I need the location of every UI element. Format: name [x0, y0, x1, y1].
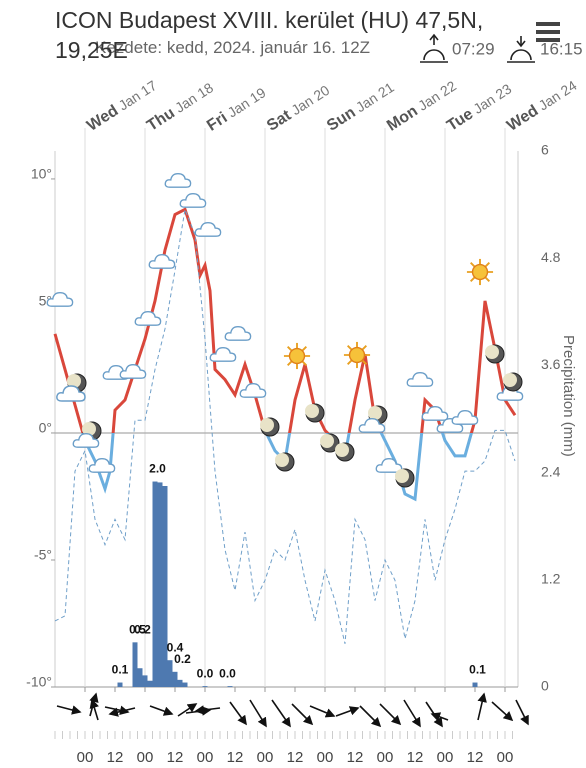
precip-bar [142, 675, 148, 687]
day-name: Thu [144, 105, 178, 135]
menu-icon[interactable] [536, 22, 560, 42]
day-label: WedJan 24 [504, 77, 580, 135]
day-name: Sun [324, 104, 359, 135]
day-label: SunJan 21 [324, 79, 398, 135]
dew-point-line [54, 207, 516, 644]
title: ICON Budapest XVIII. kerület (HU) 47,5N,… [55, 7, 484, 63]
x-tick-label: 12 [167, 749, 184, 766]
day-date: Jan 23 [470, 80, 514, 116]
precip-label: 0.0 [197, 666, 214, 680]
x-tick-label: 00 [497, 749, 514, 766]
y2-tick-label: 1.2 [541, 571, 561, 587]
precip-bar [137, 668, 143, 687]
x-tick-label: 00 [317, 749, 334, 766]
x-tick-label: 00 [437, 749, 454, 766]
x-tick-label: 12 [407, 749, 424, 766]
y-tick-label: -5° [34, 547, 52, 563]
sunset-icon [507, 36, 535, 63]
precip-bar [182, 682, 188, 687]
subtitle: Kezdete: kedd, 2024. január 16. 12Z [95, 38, 370, 58]
day-date: Jan 17 [115, 77, 159, 113]
x-tick-label: 00 [137, 749, 154, 766]
day-date: Jan 22 [415, 77, 459, 113]
precip-label: 2.0 [149, 462, 166, 476]
day-name: Mon [384, 103, 421, 135]
x-tick-label: 00 [377, 749, 394, 766]
day-date: Jan 21 [353, 79, 397, 115]
precip-label: 0.2 [134, 623, 151, 637]
x-tick-label: 00 [77, 749, 94, 766]
precip-bar [117, 682, 123, 687]
wind-arrows [56, 692, 529, 728]
y2-tick-label: 3.6 [541, 356, 561, 372]
precip-label: 0.5 [129, 623, 146, 637]
weather-icons [46, 172, 524, 488]
sunrise-time: 07:29 [452, 39, 495, 58]
precip-bar [157, 482, 163, 687]
precip-label: 0.1 [112, 663, 129, 677]
x-tick-label: 12 [287, 749, 304, 766]
precip-bar [167, 660, 173, 687]
x-tick-label: 12 [227, 749, 244, 766]
precip-bar [227, 686, 233, 687]
precip-bar [172, 671, 178, 687]
day-name: Fri [204, 109, 230, 134]
day-date: Jan 24 [535, 77, 579, 113]
precip-label: 0.1 [469, 663, 486, 677]
day-name: Wed [504, 102, 541, 135]
y2-axis-label: Precipitation (mm) [560, 335, 577, 457]
precip-bar [472, 682, 478, 687]
start-time: Kezdete: kedd, 2024. január 16. 12Z [95, 38, 371, 57]
day-name: Tue [444, 106, 476, 135]
precip-bar [202, 686, 208, 687]
precip-bar [177, 679, 183, 687]
day-date: Jan 18 [172, 79, 216, 115]
precip-label: 0.2 [174, 652, 191, 666]
temperature-line-below [81, 432, 473, 502]
precip-bar [132, 642, 138, 687]
day-label: SatJan 20 [264, 81, 333, 134]
y2-tick-label: 6 [541, 142, 549, 158]
y2-tick-label: 2.4 [541, 463, 561, 479]
precip-bar [152, 481, 158, 687]
precip-label: 0.0 [219, 666, 236, 680]
y2-tick-label: 0 [541, 678, 549, 694]
x-tick-label: 12 [107, 749, 124, 766]
day-name: Wed [84, 102, 121, 135]
precip-label: 0.4 [167, 640, 184, 654]
x-tick-label: 00 [257, 749, 274, 766]
x-tick-label: 12 [347, 749, 364, 766]
y-tick-label: -10° [26, 674, 52, 690]
precip-bar [147, 680, 153, 687]
day-date: Jan 19 [224, 84, 268, 120]
x-tick-label: 00 [197, 749, 214, 766]
precip-bar [162, 486, 168, 687]
x-tick-label: 12 [467, 749, 484, 766]
y-tick-label: 10° [31, 166, 52, 182]
sunset-time: 16:15 [540, 39, 583, 58]
day-date: Jan 20 [288, 81, 332, 117]
sunrise-icon [420, 33, 448, 63]
day-name: Sat [264, 107, 295, 135]
y-tick-label: 0° [39, 420, 52, 436]
y2-tick-label: 4.8 [541, 249, 561, 265]
